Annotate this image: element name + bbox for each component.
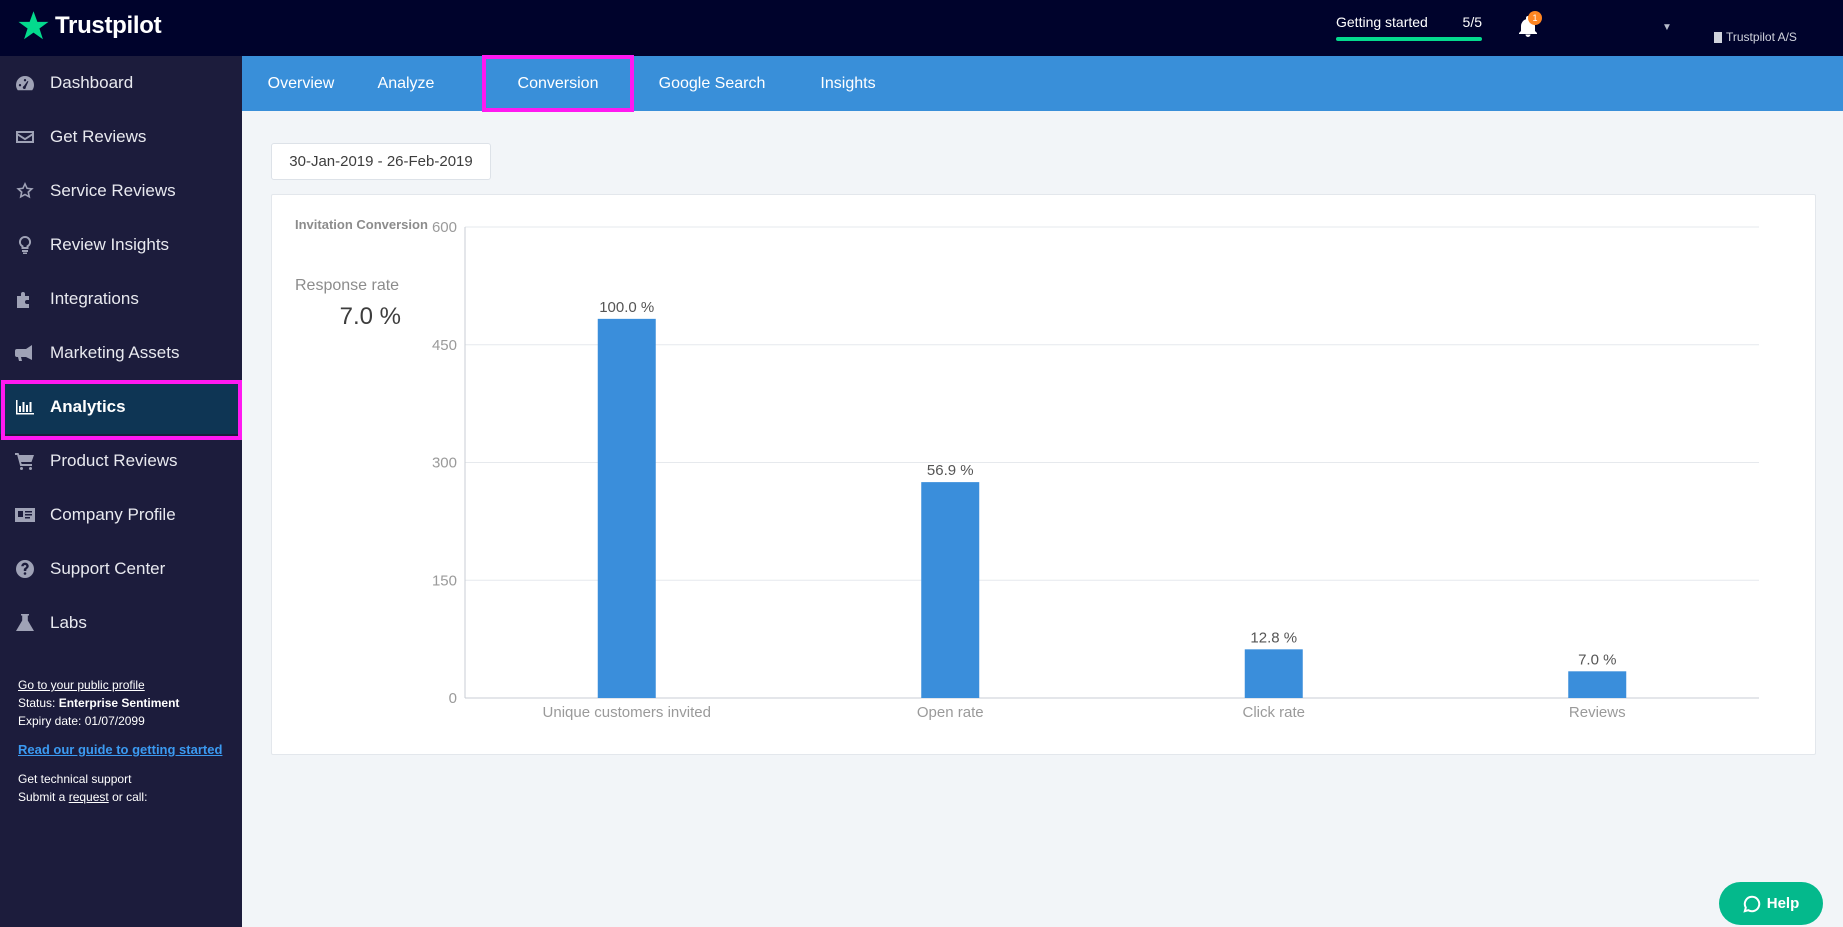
sidebar-item-integrations[interactable]: Integrations <box>0 272 242 326</box>
sidebar-item-marketing-assets[interactable]: Marketing Assets <box>0 326 242 380</box>
x-tick-label: Unique customers invited <box>543 704 711 721</box>
sidebar-item-get-reviews[interactable]: Get Reviews <box>0 110 242 164</box>
support-label: Get technical support <box>18 772 132 786</box>
response-rate-value: 7.0 % <box>339 303 401 330</box>
help-label: Help <box>1766 895 1800 912</box>
sidebar-item-label: Company Profile <box>50 505 176 524</box>
bar <box>921 482 980 698</box>
chat-bubble-icon <box>1743 895 1760 913</box>
submit-prefix: Submit a <box>18 790 66 804</box>
sidebar-item-label: Review Insights <box>50 235 170 254</box>
trustpilot-logo[interactable]: Trustpilot <box>18 10 162 41</box>
expiry-value: 01/07/2099 <box>84 714 145 728</box>
sidebar-item-label: Product Reviews <box>50 451 178 470</box>
tab-overview[interactable]: Overview <box>267 75 335 92</box>
y-tick-label: 0 <box>449 690 457 707</box>
envelope-icon <box>14 128 36 146</box>
sidebar-item-service-reviews[interactable]: Service Reviews <box>0 164 242 218</box>
tab-conversion[interactable]: Conversion <box>517 75 599 92</box>
x-tick-label: Reviews <box>1569 704 1626 721</box>
brand-name: Trustpilot <box>55 11 162 39</box>
data-label: 12.8 % <box>1250 629 1297 646</box>
company-switcher[interactable]: Trustpilot A/S <box>1714 30 1797 44</box>
help-button[interactable]: Help <box>1719 882 1823 925</box>
sidebar: Dashboard Get Reviews Service Reviews Re… <box>0 56 242 927</box>
date-range-picker[interactable]: 30-Jan-2019 - 26-Feb-2019 <box>271 143 491 180</box>
question-icon <box>14 560 36 578</box>
bar <box>1568 671 1627 698</box>
invitation-conversion-card: Invitation Conversion Response rate 7.0 … <box>271 194 1816 755</box>
response-rate-label: Response rate <box>295 277 400 294</box>
y-tick-label: 150 <box>432 572 457 589</box>
y-tick-label: 300 <box>432 455 457 472</box>
sidebar-item-review-insights[interactable]: Review Insights <box>0 218 242 272</box>
flask-icon <box>14 614 36 632</box>
dashboard-icon <box>14 74 36 92</box>
tab-insights[interactable]: Insights <box>820 75 876 92</box>
data-label: 7.0 % <box>1578 651 1616 668</box>
sidebar-item-label: Integrations <box>50 289 139 308</box>
getting-started-progress[interactable]: Getting started 5/5 <box>1336 14 1482 41</box>
tab-google-search[interactable]: Google Search <box>658 75 766 92</box>
sidebar-item-analytics[interactable]: Analytics <box>0 380 242 434</box>
tab-bar: Overview Analyze Conversion Google Searc… <box>242 56 1843 111</box>
bar <box>1244 649 1303 698</box>
y-tick-label: 450 <box>432 337 457 354</box>
sidebar-item-company-profile[interactable]: Company Profile <box>0 488 242 542</box>
sidebar-item-label: Dashboard <box>50 73 134 92</box>
expiry-label: Expiry date: <box>18 714 82 728</box>
x-tick-label: Open rate <box>917 704 984 721</box>
submit-suffix: or call: <box>112 790 148 804</box>
sidebar-footer: Go to your public profile Status: Enterp… <box>18 676 228 806</box>
getting-started-count: 5/5 <box>1462 14 1482 30</box>
sidebar-item-label: Get Reviews <box>50 127 147 146</box>
top-bar: Trustpilot Getting started 5/5 1 ▼ Trust… <box>0 0 1843 56</box>
megaphone-icon <box>14 344 36 362</box>
sidebar-item-label: Service Reviews <box>50 181 176 200</box>
star-icon <box>14 182 36 200</box>
public-profile-link[interactable]: Go to your public profile <box>18 678 145 692</box>
company-name: Trustpilot A/S <box>1726 30 1797 44</box>
bar-chart-icon <box>14 398 36 416</box>
getting-started-bar <box>1336 37 1482 41</box>
y-tick-label: 600 <box>432 219 457 236</box>
sidebar-item-dashboard[interactable]: Dashboard <box>0 56 242 110</box>
notification-badge: 1 <box>1528 11 1542 25</box>
sidebar-item-product-reviews[interactable]: Product Reviews <box>0 434 242 488</box>
sidebar-item-label: Labs <box>50 613 87 632</box>
status-value: Enterprise Sentiment <box>58 696 180 710</box>
data-label: 100.0 % <box>599 299 654 316</box>
sidebar-item-label: Marketing Assets <box>50 343 180 362</box>
card-title: Invitation Conversion <box>295 217 428 232</box>
lightbulb-icon <box>14 236 36 254</box>
data-label: 56.9 % <box>927 462 974 479</box>
sidebar-item-label: Analytics <box>50 397 126 416</box>
bar <box>597 318 656 698</box>
sidebar-item-support-center[interactable]: Support Center <box>0 542 242 596</box>
star-logo-icon <box>18 11 49 40</box>
chevron-down-icon[interactable]: ▼ <box>1662 22 1672 33</box>
building-icon <box>1714 31 1722 43</box>
sidebar-item-label: Support Center <box>50 559 166 578</box>
id-card-icon <box>14 506 36 524</box>
puzzle-icon <box>14 290 36 308</box>
x-tick-label: Click rate <box>1242 704 1305 721</box>
conversion-bar-chart: 0 150 300 450 600 100.0 % Unique customers inv… <box>432 219 1759 721</box>
getting-started-label: Getting started <box>1336 14 1428 30</box>
request-link[interactable]: request <box>68 790 109 804</box>
cart-icon <box>14 452 36 470</box>
sidebar-item-labs[interactable]: Labs <box>0 596 242 650</box>
guide-link[interactable]: Read our guide to getting started <box>18 742 223 757</box>
tab-analyze[interactable]: Analyze <box>377 75 435 92</box>
status-label: Status: <box>18 696 56 710</box>
